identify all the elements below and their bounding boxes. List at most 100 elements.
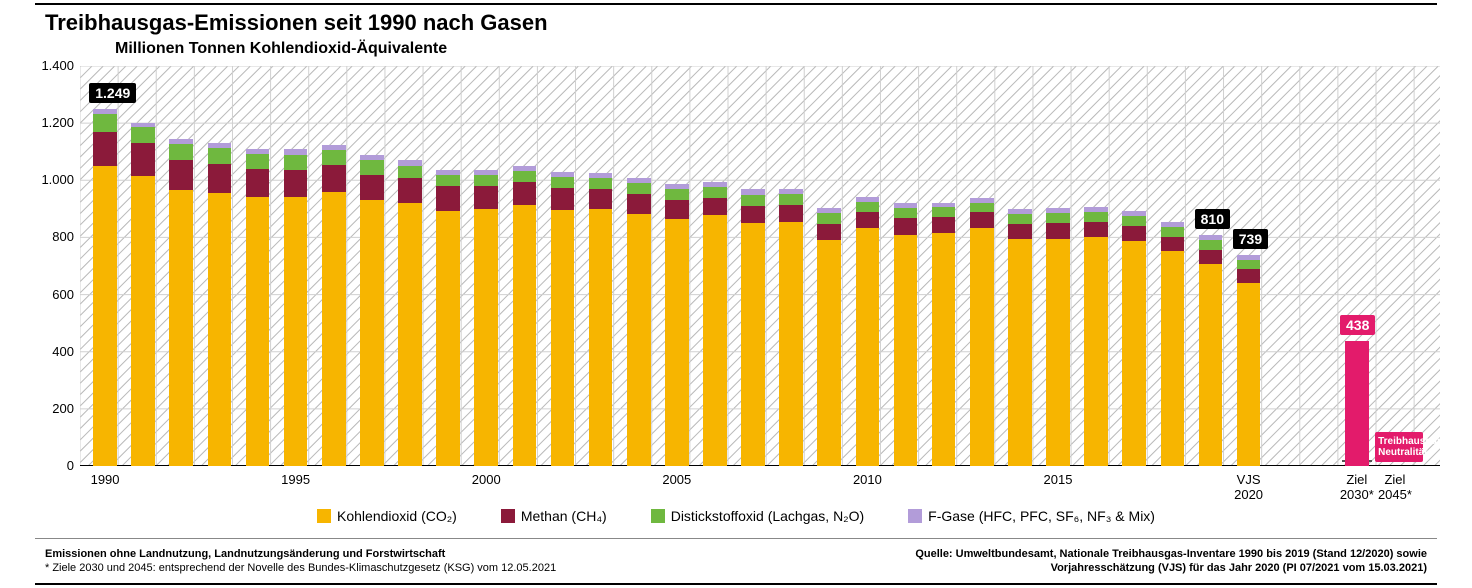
- bar-segment-n2o: [131, 127, 155, 143]
- bar-segment-co2: [970, 228, 994, 466]
- bar-segment-ch4: [1046, 223, 1070, 239]
- y-tick-label: 0: [30, 458, 74, 473]
- bar-segment-ch4: [398, 178, 422, 203]
- bar-segment-co2: [131, 176, 155, 466]
- bar-segment-ch4: [208, 164, 232, 193]
- y-tick-label: 400: [30, 344, 74, 359]
- data-bar: [856, 197, 880, 466]
- data-bar: [169, 139, 193, 466]
- bar-segment-n2o: [284, 155, 308, 170]
- bar-segment-n2o: [1161, 227, 1185, 236]
- bar-segment-co2: [436, 211, 460, 466]
- bar-segment-ch4: [665, 200, 689, 219]
- bar-segment-co2: [208, 193, 232, 466]
- bar-segment-ch4: [970, 212, 994, 228]
- data-bar: [474, 170, 498, 466]
- bar-segment-ch4: [474, 186, 498, 210]
- bar-segment-co2: [474, 209, 498, 466]
- bar-segment-ch4: [589, 189, 613, 210]
- data-bar: [1122, 211, 1146, 466]
- bar-segment-ch4: [513, 182, 537, 205]
- bar-segment-co2: [360, 200, 384, 466]
- bar-segment-co2: [589, 209, 613, 466]
- data-bar: [1046, 208, 1070, 466]
- legend-swatch: [908, 509, 922, 523]
- data-bar: [1237, 255, 1261, 466]
- target-bar: [1345, 341, 1369, 466]
- y-tick-label: 200: [30, 401, 74, 416]
- bar-segment-ch4: [93, 132, 117, 166]
- legend-label: Kohlendioxid (CO₂): [337, 508, 457, 524]
- bar-segment-n2o: [970, 203, 994, 212]
- data-bar: [208, 143, 232, 466]
- bar-segment-n2o: [894, 208, 918, 218]
- top-rule: [35, 3, 1437, 5]
- legend: Kohlendioxid (CO₂) Methan (CH₄) Disticksto…: [0, 508, 1472, 524]
- bar-segment-co2: [322, 192, 346, 466]
- data-bar: [932, 203, 956, 466]
- data-bar: [360, 155, 384, 466]
- y-tick-label: 600: [30, 287, 74, 302]
- bar-segment-co2: [741, 223, 765, 466]
- bar-segment-n2o: [513, 171, 537, 182]
- data-bar: [246, 149, 270, 466]
- legend-label: Methan (CH₄): [521, 508, 607, 524]
- bar-segment-co2: [1161, 251, 1185, 466]
- legend-item: Kohlendioxid (CO₂): [317, 508, 457, 524]
- bar-segment-co2: [856, 228, 880, 466]
- x-tick-label: 1995: [266, 472, 326, 487]
- bar-segment-n2o: [208, 148, 232, 164]
- data-bar: [627, 178, 651, 466]
- bar-segment-n2o: [589, 178, 613, 189]
- bar-segment-n2o: [1237, 260, 1261, 270]
- data-bar: [93, 109, 117, 466]
- bar-segment-ch4: [817, 224, 841, 241]
- bar-segment-co2: [1237, 283, 1261, 466]
- bar-segment-ch4: [360, 175, 384, 201]
- bar-segment-co2: [1046, 239, 1070, 466]
- x-tick-label: Ziel2045*: [1365, 472, 1425, 502]
- bar-segment-co2: [513, 205, 537, 466]
- bar-segment-co2: [703, 215, 727, 466]
- bar-segment-n2o: [322, 150, 346, 165]
- bar-segment-ch4: [1199, 250, 1223, 264]
- chart-subtitle: Millionen Tonnen Kohlendioxid-Äquivalent…: [115, 40, 447, 58]
- bar-segment-co2: [1008, 239, 1032, 466]
- bar-segment-co2: [93, 166, 117, 466]
- bar-segment-ch4: [627, 194, 651, 213]
- bar-segment-n2o: [779, 194, 803, 205]
- bar-segment-n2o: [93, 114, 117, 132]
- x-tick-label: VJS2020: [1219, 472, 1279, 502]
- bar-segment-co2: [398, 203, 422, 466]
- x-tick-label: 2000: [456, 472, 516, 487]
- bar-segment-ch4: [1084, 222, 1108, 237]
- data-bar: [817, 208, 841, 466]
- y-tick-label: 1.400: [30, 58, 74, 73]
- data-bar: [551, 172, 575, 466]
- bar-segment-ch4: [932, 217, 956, 234]
- bar-segment-co2: [1084, 237, 1108, 466]
- data-bar: [741, 189, 765, 466]
- data-bar: [513, 166, 537, 466]
- bar-segment-co2: [627, 214, 651, 466]
- y-tick-label: 1.200: [30, 115, 74, 130]
- bar-segment-co2: [284, 197, 308, 466]
- bottom-rule: [35, 583, 1437, 585]
- bar-segment-ch4: [779, 205, 803, 222]
- bar-segment-ch4: [1237, 269, 1261, 283]
- bar-segment-co2: [932, 233, 956, 466]
- data-bar: [894, 203, 918, 466]
- bar-segment-n2o: [703, 187, 727, 198]
- bar-segment-n2o: [360, 160, 384, 174]
- bar-segment-n2o: [246, 154, 270, 169]
- data-bar: [589, 173, 613, 466]
- data-bar: [131, 123, 155, 466]
- bar-segment-ch4: [1008, 224, 1032, 240]
- bar-value-badge: 739: [1233, 229, 1268, 249]
- legend-swatch: [317, 509, 331, 523]
- bar-segment-n2o: [398, 166, 422, 178]
- legend-item: Distickstoffoxid (Lachgas, N₂O): [651, 508, 864, 524]
- bar-segment-ch4: [284, 170, 308, 198]
- bar-segment-n2o: [1046, 213, 1070, 223]
- bar-segment-co2: [894, 235, 918, 466]
